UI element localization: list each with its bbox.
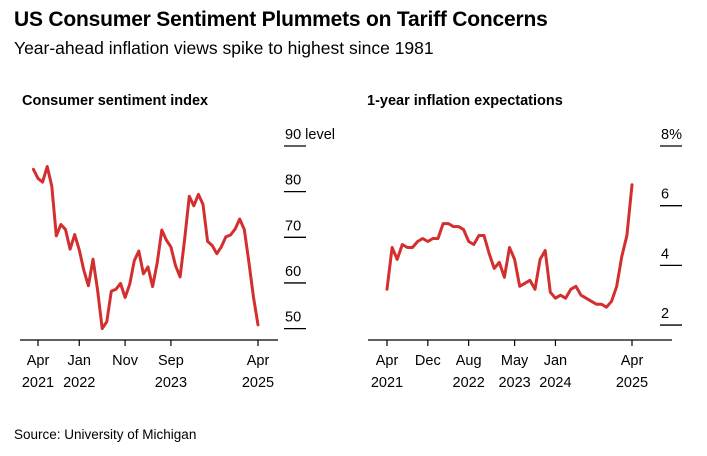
sentiment-xtick-label-2022-11: Nov (112, 353, 139, 369)
sentiment-xtick-year-2023-09: 2023 (155, 375, 187, 391)
inflation-xtick-label-2025-04: Apr (621, 353, 644, 369)
sentiment-xtick-label-2023-09: Sep (158, 353, 184, 369)
sentiment-xtick-year-2022-01: 2022 (63, 375, 95, 391)
sentiment-xtick-label-2021-04: Apr (27, 353, 50, 369)
inflation-xtick-label-2021-12: Dec (415, 353, 441, 369)
inflation-ytick-label-6: 6 (661, 187, 669, 203)
chart-title: US Consumer Sentiment Plummets on Tariff… (14, 8, 548, 31)
sentiment-xtick-label-2025-04: Apr (247, 353, 270, 369)
sentiment-ytick-label-80: 80 (285, 173, 301, 189)
inflation-xtick-year-2021-04: 2021 (371, 375, 403, 391)
inflation-xtick-label-2021-04: Apr (376, 353, 399, 369)
inflation-xtick-label-2023-05: May (501, 353, 529, 369)
sentiment-xtick-year-2025-04: 2025 (242, 375, 274, 391)
chart-subtitle: Year-ahead inflation views spike to high… (14, 38, 434, 58)
inflation-series-line-0 (385, 183, 634, 309)
inflation-xtick-year-2022-08: 2022 (453, 375, 485, 391)
sentiment-ytick-label-90: 90 level (285, 127, 335, 143)
sentiment-xtick-label-2022-01: Jan (68, 353, 91, 369)
inflation-xtick-year-2023-05: 2023 (498, 375, 530, 391)
source-note: Source: University of Michigan (14, 427, 197, 442)
inflation-xtick-label-2022-08: Aug (456, 353, 482, 369)
inflation-xtick-label-2024-01: Jan (544, 353, 567, 369)
sentiment-series-line-0 (31, 165, 260, 331)
inflation-ytick-label-2: 2 (661, 306, 669, 322)
sentiment-panel-title: Consumer sentiment index (22, 93, 209, 109)
sentiment-xtick-year-2021-04: 2021 (22, 375, 54, 391)
inflation-xtick-year-2024-01: 2024 (539, 375, 571, 391)
inflation-xtick-year-2025-04: 2025 (616, 375, 648, 391)
sentiment-ytick-label-50: 50 (285, 310, 301, 326)
inflation-panel-title: 1-year inflation expectations (367, 93, 563, 109)
inflation-ytick-label-4: 4 (661, 246, 669, 262)
inflation-ytick-label-8: 8% (661, 127, 682, 143)
sentiment-ytick-label-70: 70 (285, 218, 301, 234)
sentiment-ytick-label-60: 60 (285, 264, 301, 280)
